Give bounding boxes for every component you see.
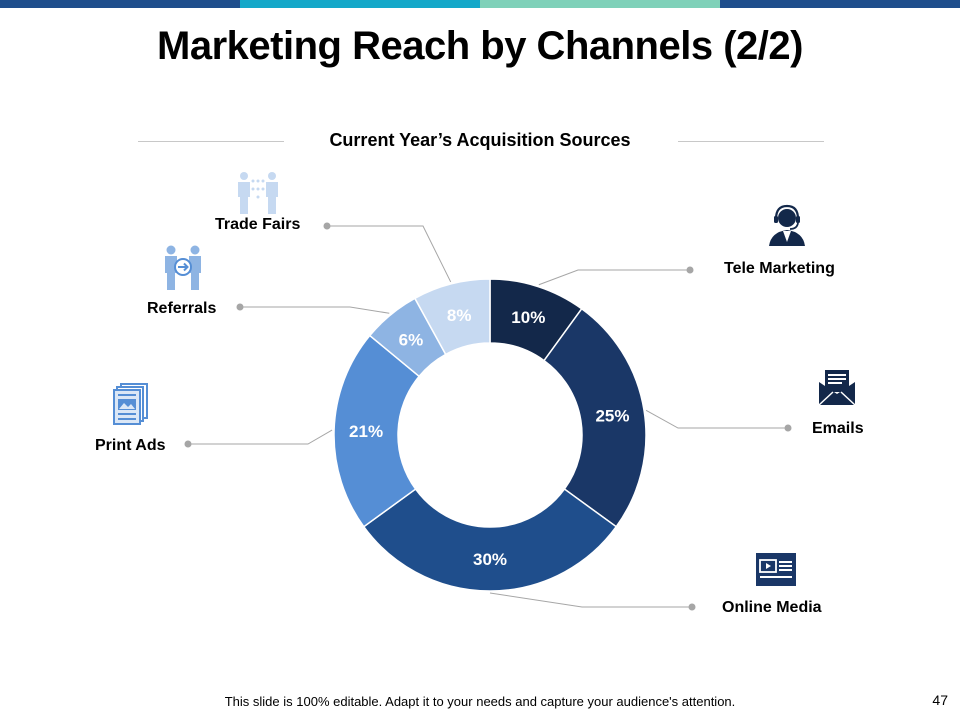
value-label-referrals: 6% <box>399 330 424 349</box>
leader-dot-trade-fairs <box>323 222 331 230</box>
referral-people-icon <box>165 245 201 290</box>
subtitle-rule-right <box>678 141 824 142</box>
label-print-ads: Print Ads <box>95 437 166 454</box>
chart-subtitle: Current Year’s Acquisition Sources <box>329 130 631 150</box>
label-emails: Emails <box>812 420 864 437</box>
headset-agent-icon <box>769 204 805 246</box>
leader-line-referrals <box>240 306 390 314</box>
page-number: 47 <box>932 692 948 708</box>
leader-line-trade-fairs <box>327 225 452 283</box>
slice-trade-fairs <box>413 278 491 356</box>
trade-fair-people-icon <box>238 172 278 214</box>
label-referrals: Referrals <box>147 300 217 317</box>
subtitle-rule-left <box>138 141 284 142</box>
value-label-emails: 25% <box>595 407 629 426</box>
leader-dot-emails <box>784 424 792 432</box>
value-label-tele-marketing: 10% <box>511 308 545 327</box>
leader-line-print-ads <box>188 429 333 445</box>
label-tele-marketing: Tele Marketing <box>724 260 835 277</box>
top-bar-segment <box>240 0 480 8</box>
top-bar-segment <box>0 0 240 8</box>
leader-dot-online-media <box>688 603 696 611</box>
leader-dot-referrals <box>236 303 244 311</box>
slide-title: Marketing Reach by Channels (2/2) <box>157 24 803 68</box>
top-bar-segment <box>480 0 720 8</box>
value-label-print-ads: 21% <box>349 422 383 441</box>
slice-online-media <box>362 488 618 592</box>
value-label-trade-fairs: 8% <box>447 306 472 325</box>
chart-subtitle-block: Current Year’s Acquisition Sources <box>0 128 960 154</box>
leader-line-online-media <box>489 592 692 608</box>
slice-emails <box>543 307 647 528</box>
leader-dot-print-ads <box>184 440 192 448</box>
leader-dot-tele-marketing <box>686 266 694 274</box>
envelope-icon <box>818 370 856 406</box>
top-color-bar <box>0 0 960 8</box>
value-label-online-media: 30% <box>473 550 507 569</box>
label-online-media: Online Media <box>722 599 822 616</box>
leader-line-emails <box>645 409 788 429</box>
top-bar-segment <box>720 0 960 8</box>
label-trade-fairs: Trade Fairs <box>215 216 301 233</box>
leader-line-tele-marketing <box>538 269 690 286</box>
footer-note: This slide is 100% editable. Adapt it to… <box>224 694 736 709</box>
video-media-icon <box>756 553 796 586</box>
newspaper-icon <box>113 383 148 425</box>
